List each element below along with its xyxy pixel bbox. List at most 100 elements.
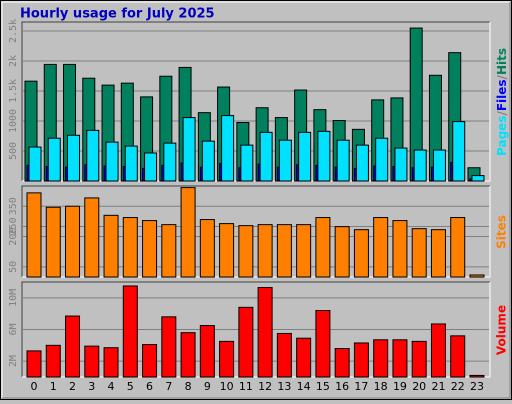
- x-tick-label: 12: [258, 380, 272, 393]
- bar: [142, 220, 158, 278]
- x-tick-label: 5: [127, 380, 134, 393]
- bar: [430, 323, 446, 378]
- y-tick-label: 1000: [8, 109, 19, 133]
- bar: [257, 224, 273, 278]
- bar: [26, 350, 42, 378]
- bar: [317, 130, 331, 182]
- x-tick-label: 10: [220, 380, 234, 393]
- bar: [259, 131, 273, 182]
- bar: [392, 220, 408, 278]
- bar: [276, 332, 292, 378]
- x-tick-label: 11: [239, 380, 253, 393]
- y-tick-label: 1.5k: [8, 79, 19, 103]
- x-tick-label: 9: [204, 380, 211, 393]
- x-tick-label: 20: [412, 380, 426, 393]
- bar: [450, 217, 466, 278]
- x-tick-label: 15: [316, 380, 330, 393]
- bar: [199, 325, 215, 378]
- bar: [161, 316, 177, 378]
- bar: [161, 224, 177, 278]
- bar: [86, 129, 100, 182]
- bar: [180, 187, 196, 278]
- bar: [452, 121, 466, 182]
- legend-entry: Pages: [495, 116, 509, 156]
- x-tick-label: 0: [31, 380, 38, 393]
- bar: [394, 147, 408, 182]
- x-tick-label: 3: [88, 380, 95, 393]
- bar: [65, 315, 81, 378]
- x-tick-label: 2: [69, 380, 76, 393]
- bar: [375, 137, 389, 182]
- bar: [278, 139, 292, 182]
- legend-entry: Hits: [495, 48, 509, 75]
- bar: [201, 140, 215, 182]
- y-tick-label: 350: [8, 197, 19, 215]
- bar: [103, 214, 119, 278]
- y-tick-label: 10M: [8, 289, 19, 307]
- bar: [219, 340, 235, 378]
- bar: [296, 337, 312, 378]
- x-tick-label: 21: [431, 380, 445, 393]
- bar: [105, 141, 119, 182]
- bar: [411, 228, 427, 278]
- bar: [122, 285, 138, 378]
- legend-entry: Files: [495, 79, 509, 111]
- bar: [315, 217, 331, 278]
- bar: [219, 223, 235, 278]
- bar: [65, 205, 81, 278]
- bar: [122, 217, 138, 278]
- bar: [276, 224, 292, 278]
- bar: [45, 344, 61, 378]
- bar: [432, 149, 446, 182]
- chart-title: Hourly usage for July 2025: [20, 7, 215, 22]
- bar: [315, 310, 331, 378]
- bar: [221, 115, 235, 182]
- x-tick-label: 22: [451, 380, 465, 393]
- bar: [413, 149, 427, 182]
- panel-label: Volume: [495, 305, 509, 355]
- bar: [257, 287, 273, 378]
- bar: [334, 226, 350, 278]
- bar: [298, 131, 312, 182]
- bar: [336, 139, 350, 182]
- bar: [373, 217, 389, 278]
- x-tick-label: 4: [108, 380, 115, 393]
- bar: [430, 229, 446, 278]
- y-tick-label: 50: [8, 261, 19, 273]
- x-tick-label: 14: [297, 380, 311, 393]
- x-tick-label: 7: [165, 380, 172, 393]
- panel-border: [21, 21, 490, 181]
- bar: [353, 342, 369, 378]
- bar: [142, 344, 158, 378]
- bar: [103, 347, 119, 378]
- bar: [238, 306, 254, 378]
- y-tick-label: 6M: [8, 323, 19, 335]
- bar: [450, 335, 466, 378]
- separator: /: [495, 74, 509, 79]
- x-tick-label: 1: [50, 380, 57, 393]
- x-tick-label: 17: [354, 380, 368, 393]
- panel-border: [22, 22, 491, 182]
- bar: [84, 197, 100, 278]
- y-tick-label: 500: [8, 142, 19, 160]
- bar: [355, 144, 369, 182]
- x-tick-label: 18: [374, 380, 388, 393]
- bar: [163, 142, 177, 182]
- bar: [67, 134, 81, 182]
- panel-border: [22, 186, 491, 278]
- x-tick-label: 8: [185, 380, 192, 393]
- bar: [411, 340, 427, 378]
- bevel: [2, 2, 511, 399]
- bar: [199, 219, 215, 278]
- y-tick-label: 200: [8, 228, 19, 246]
- x-tick-label: 16: [335, 380, 349, 393]
- panel-label: Sites: [495, 215, 509, 249]
- bar: [28, 146, 42, 182]
- bar: [392, 339, 408, 378]
- bar: [238, 225, 254, 278]
- panel-border: [21, 185, 490, 277]
- bar: [334, 348, 350, 378]
- bar: [296, 224, 312, 278]
- y-tick-label: 2M: [8, 355, 19, 367]
